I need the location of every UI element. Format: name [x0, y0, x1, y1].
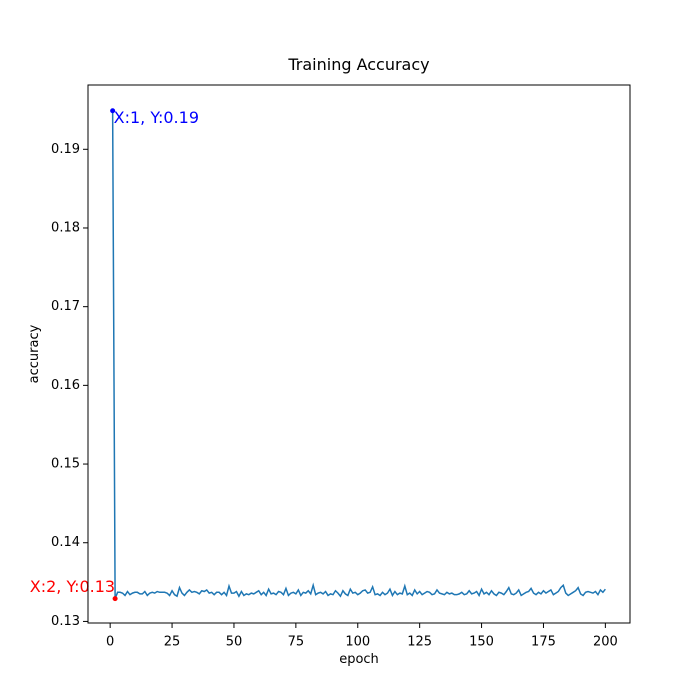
x-tick-label: 0 — [106, 635, 114, 650]
x-tick-label: 50 — [226, 635, 243, 650]
y-tick-label: 0.16 — [51, 378, 80, 393]
x-tick-label: 200 — [593, 635, 618, 650]
y-tick-label: 0.18 — [51, 220, 80, 235]
data-line — [111, 110, 606, 599]
annotation-point — [112, 596, 118, 602]
x-tick-label: 25 — [164, 635, 181, 650]
annotation-text: X:2, Y:0.13 — [30, 577, 115, 596]
x-tick-label: 175 — [531, 635, 556, 650]
y-tick-label: 0.17 — [51, 299, 80, 314]
annotation-text: X:1, Y:0.19 — [114, 108, 199, 127]
y-tick-label: 0.14 — [51, 535, 80, 550]
annotation-point — [110, 108, 116, 114]
y-tick-label: 0.13 — [51, 614, 80, 629]
x-axis-label: epoch — [339, 652, 379, 667]
x-tick-label: 125 — [407, 635, 432, 650]
x-tick-label: 150 — [469, 635, 494, 650]
x-tick-label: 75 — [288, 635, 305, 650]
y-tick-label: 0.19 — [51, 142, 80, 157]
plot-frame — [87, 84, 631, 624]
x-tick-label: 100 — [345, 635, 370, 650]
y-tick-label: 0.15 — [51, 457, 80, 472]
y-axis-label: accuracy — [27, 324, 42, 383]
chart-title: Training Accuracy — [287, 55, 429, 74]
